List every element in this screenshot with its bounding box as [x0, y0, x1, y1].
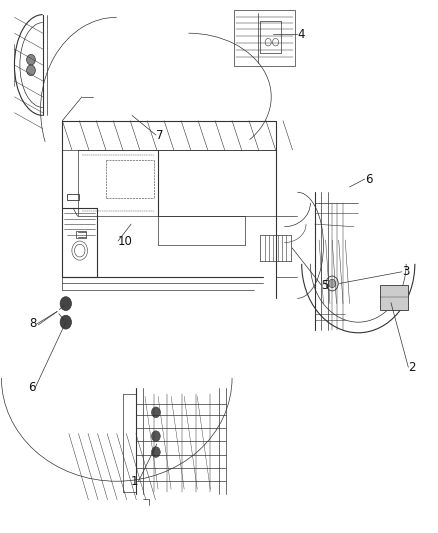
- Circle shape: [152, 447, 160, 457]
- Circle shape: [152, 431, 160, 441]
- Text: 5: 5: [321, 279, 328, 292]
- Text: 6: 6: [28, 381, 35, 394]
- Text: 7: 7: [156, 128, 163, 141]
- Circle shape: [27, 54, 35, 65]
- Text: 10: 10: [118, 235, 133, 247]
- Bar: [67, 194, 79, 200]
- Circle shape: [27, 65, 35, 76]
- Text: 4: 4: [297, 28, 305, 41]
- Text: 1: 1: [131, 475, 138, 488]
- Bar: [76, 231, 86, 238]
- Circle shape: [60, 316, 71, 329]
- Text: 3: 3: [402, 265, 409, 278]
- Circle shape: [152, 407, 160, 418]
- Bar: [380, 285, 408, 310]
- Circle shape: [328, 279, 336, 288]
- Text: 6: 6: [365, 173, 372, 185]
- Bar: [234, 11, 295, 66]
- Text: 2: 2: [408, 361, 416, 374]
- Circle shape: [60, 297, 71, 311]
- Text: 8: 8: [30, 317, 37, 330]
